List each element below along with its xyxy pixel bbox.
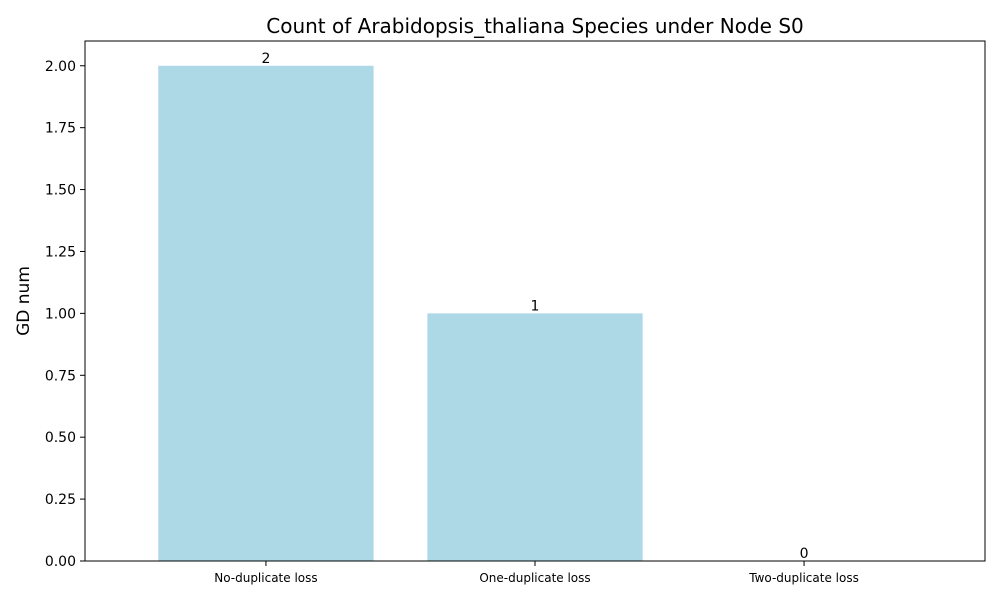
data-label: 1 xyxy=(531,298,540,314)
data-label: 2 xyxy=(261,51,270,67)
y-tick-label: 0.00 xyxy=(45,554,76,570)
chart-title: Count of Arabidopsis_thaliana Species un… xyxy=(266,14,804,38)
data-label: 0 xyxy=(800,546,809,562)
y-tick-label: 0.50 xyxy=(45,430,76,446)
bars-layer xyxy=(158,65,643,561)
y-tick-label: 2.00 xyxy=(45,59,76,75)
plot-frame xyxy=(84,40,986,562)
y-axis-label: GD num xyxy=(14,266,34,336)
y-tick-label: 1.50 xyxy=(45,183,76,199)
data-labels-layer: 2 1 0 xyxy=(261,51,808,562)
y-tick-label: 0.25 xyxy=(45,492,76,508)
y-tick-label: 1.00 xyxy=(45,306,76,322)
x-tick-label: No-duplicate loss xyxy=(214,571,317,585)
y-tick-label: 1.75 xyxy=(45,121,76,137)
y-tick-label: 1.25 xyxy=(45,244,76,260)
ticks-layer: No-duplicate loss One-duplicate loss Two-d… xyxy=(45,59,859,585)
y-tick-label: 0.75 xyxy=(45,368,76,384)
bar xyxy=(158,65,374,561)
x-tick-label: Two-duplicate loss xyxy=(748,571,859,585)
x-tick-label: One-duplicate loss xyxy=(479,571,590,585)
bar xyxy=(427,313,643,561)
